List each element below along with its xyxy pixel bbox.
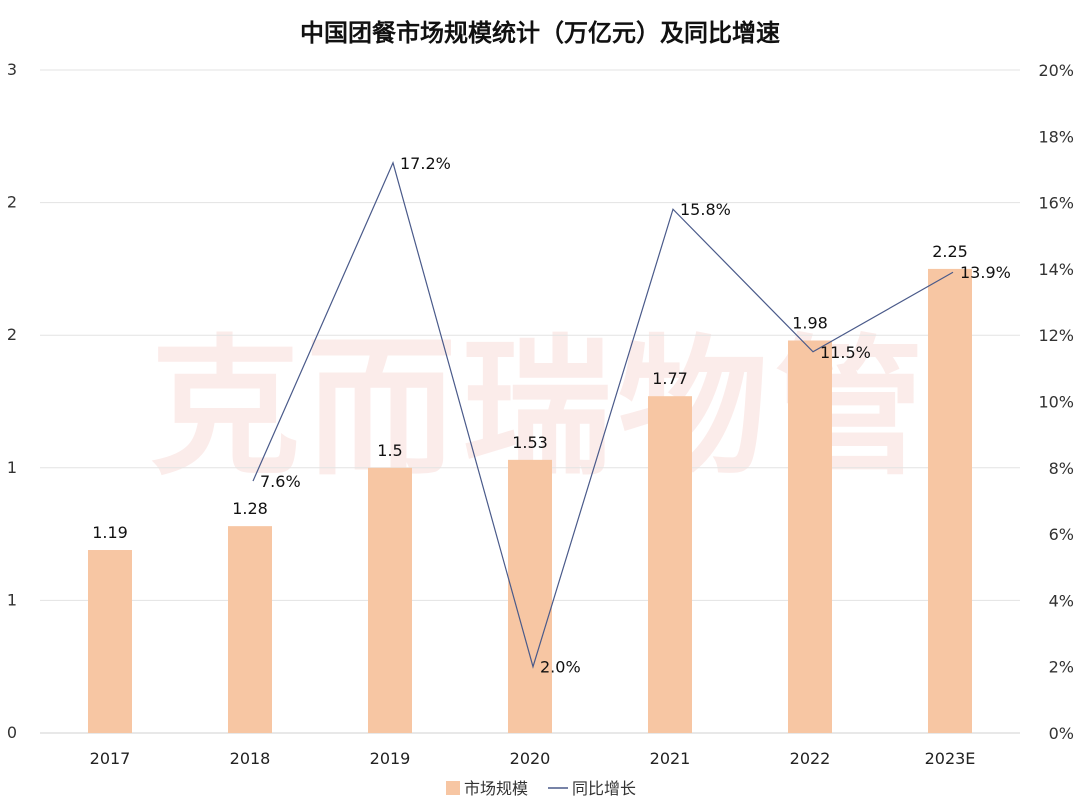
x-tick-label: 2018 (230, 749, 271, 768)
x-tick-label: 2022 (790, 749, 831, 768)
right-tick-label: 12% (1038, 326, 1074, 345)
x-tick-label: 2021 (650, 749, 691, 768)
left-tick-label: 2 (7, 325, 17, 344)
x-tick-label: 2019 (370, 749, 411, 768)
bar (788, 340, 832, 733)
bar (228, 526, 272, 733)
x-tick-label: 2020 (510, 749, 551, 768)
left-tick-label: 1 (7, 458, 17, 477)
chart-title: 中国团餐市场规模统计（万亿元）及同比增速 (300, 19, 780, 47)
right-tick-label: 8% (1049, 459, 1074, 478)
left-tick-label: 2 (7, 193, 17, 212)
right-tick-label: 18% (1038, 127, 1074, 146)
right-axis: 0% 2% 4% 6% 8% 10% 12% 14% 16% 18% 20% (1038, 61, 1074, 743)
bar (368, 467, 412, 733)
bar (928, 268, 972, 733)
bar-data-label: 2.25 (932, 242, 968, 261)
bar (88, 550, 132, 733)
right-tick-label: 0% (1049, 724, 1074, 743)
line-data-label: 2.0% (540, 658, 581, 677)
bar-series: 1.19 1.28 1.5 1.53 1.77 1.98 2.25 (88, 242, 972, 733)
right-tick-label: 10% (1038, 393, 1074, 412)
x-tick-label: 2023E (925, 749, 976, 768)
right-tick-label: 6% (1049, 525, 1074, 544)
line-data-label: 11.5% (820, 343, 871, 362)
bar-data-label: 1.19 (92, 523, 128, 542)
legend-label-bar: 市场规模 (464, 779, 528, 798)
line-series: 7.6% 17.2% 2.0% 15.8% 11.5% 13.9% (252, 154, 1011, 677)
bar-data-label: 1.28 (232, 499, 268, 518)
right-tick-label: 20% (1038, 61, 1074, 80)
line-data-label: 15.8% (680, 200, 731, 219)
bar (648, 396, 692, 733)
bar-data-label: 1.98 (792, 314, 828, 333)
bar (508, 459, 552, 733)
line-data-label: 17.2% (400, 154, 451, 173)
left-tick-label: 3 (7, 60, 17, 79)
x-axis: 2017 2018 2019 2020 2021 2022 2023E (90, 749, 976, 768)
growth-line (252, 161, 954, 669)
right-tick-label: 14% (1038, 260, 1074, 279)
right-tick-label: 2% (1049, 658, 1074, 677)
right-tick-label: 4% (1049, 591, 1074, 610)
left-tick-label: 1 (7, 590, 17, 609)
line-data-label: 7.6% (260, 472, 301, 491)
legend-swatch-bar (446, 781, 460, 795)
bar-data-label: 1.53 (512, 433, 548, 452)
line-data-label: 13.9% (960, 263, 1011, 282)
left-axis: 0 1 1 2 2 3 (7, 60, 17, 742)
bar-data-label: 1.5 (377, 441, 402, 460)
legend-label-line: 同比增长 (572, 779, 636, 798)
x-tick-label: 2017 (90, 749, 131, 768)
legend: 市场规模 同比增长 (446, 779, 636, 798)
right-tick-label: 16% (1038, 194, 1074, 213)
bar-data-label: 1.77 (652, 369, 688, 388)
left-tick-label: 0 (7, 723, 17, 742)
